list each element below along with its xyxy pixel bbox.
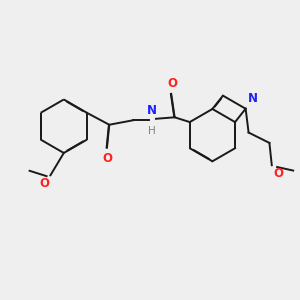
Text: H: H xyxy=(148,126,156,136)
Text: N: N xyxy=(147,104,158,117)
Text: O: O xyxy=(167,77,177,90)
Text: O: O xyxy=(273,167,283,180)
Text: O: O xyxy=(103,152,112,165)
Text: O: O xyxy=(39,177,49,190)
Text: N: N xyxy=(248,92,258,105)
